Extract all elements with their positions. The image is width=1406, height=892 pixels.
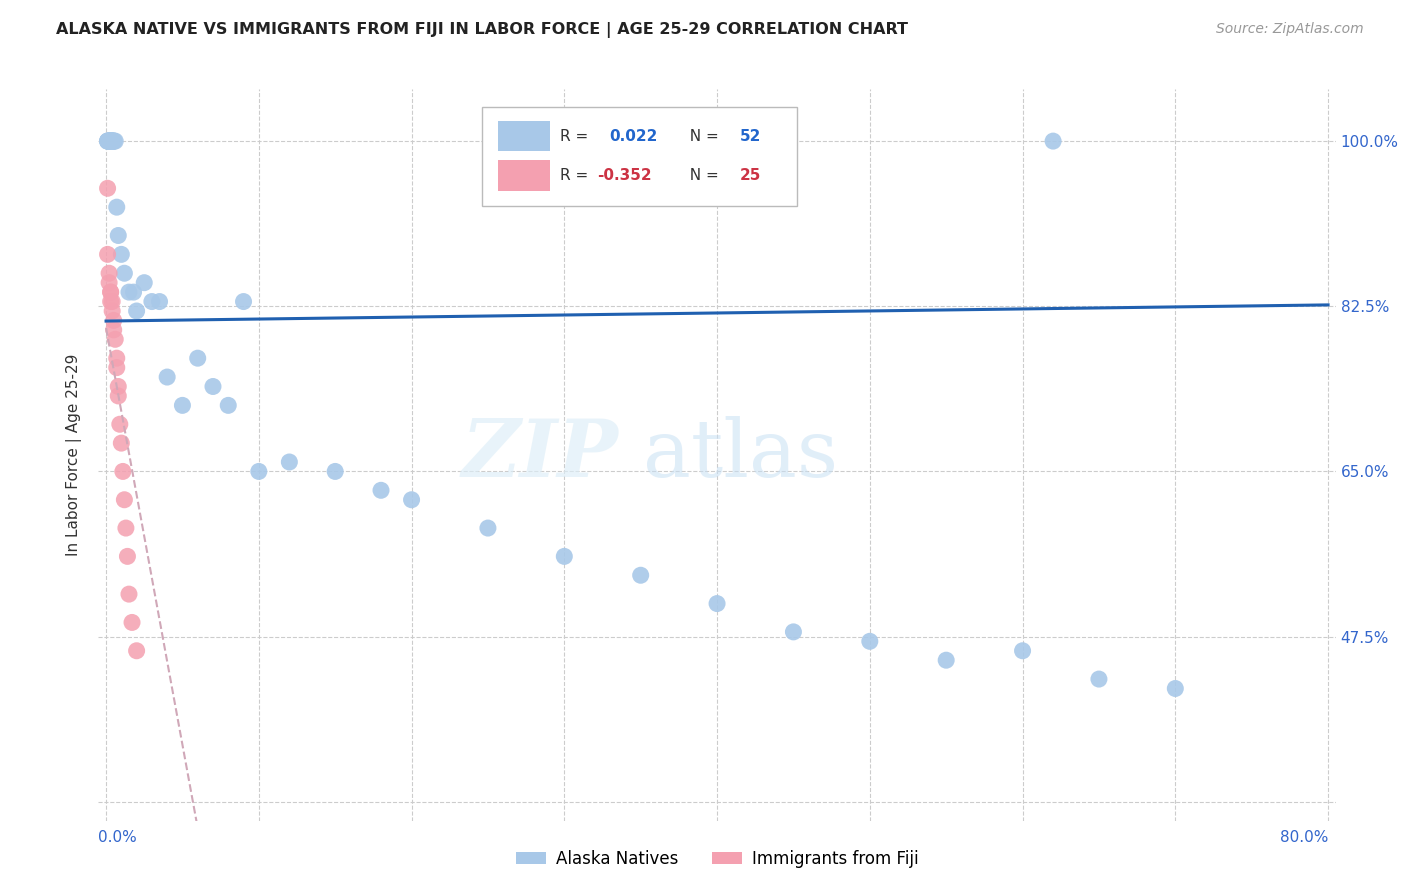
Point (97, 134, 120, 148)
Point (1042, 134, 1064, 148)
Point (98, 134, 121, 148)
Text: R =: R = (560, 128, 593, 144)
Point (100, 134, 122, 148)
Point (100, 285, 122, 299)
Point (98, 134, 121, 148)
Point (553, 549, 575, 564)
Point (706, 597, 728, 611)
Point (100, 134, 122, 148)
Point (859, 634, 882, 648)
Point (323, 465, 346, 479)
Point (401, 492, 423, 507)
Text: R =: R = (560, 168, 593, 183)
Point (1088, 672, 1111, 686)
Point (125, 304, 148, 318)
Point (103, 323, 125, 337)
Text: 52: 52 (740, 128, 761, 144)
Point (278, 455, 301, 469)
Point (630, 568, 652, 582)
Point (187, 351, 209, 366)
Point (103, 313, 125, 327)
Text: 80.0%: 80.0% (1279, 830, 1329, 845)
Point (118, 285, 141, 299)
Point (1164, 681, 1187, 696)
Point (105, 351, 128, 366)
Point (782, 624, 804, 639)
Point (100, 134, 122, 148)
Point (98, 134, 121, 148)
Point (104, 332, 127, 346)
Text: Source: ZipAtlas.com: Source: ZipAtlas.com (1216, 22, 1364, 37)
Y-axis label: In Labor Force | Age 25-29: In Labor Force | Age 25-29 (66, 354, 83, 556)
Text: 25: 25 (740, 168, 761, 183)
Point (115, 521, 138, 535)
Legend: Alaska Natives, Immigrants from Fiji: Alaska Natives, Immigrants from Fiji (509, 843, 925, 874)
Point (1011, 644, 1033, 658)
Point (477, 521, 499, 535)
Point (141, 294, 163, 309)
Point (232, 294, 254, 309)
Point (118, 587, 141, 601)
Point (98, 134, 121, 148)
Point (103, 134, 125, 148)
Point (101, 134, 124, 148)
Point (112, 492, 135, 507)
Text: ZIP: ZIP (461, 417, 619, 493)
Point (105, 200, 128, 214)
Text: atlas: atlas (643, 416, 838, 494)
Point (98, 134, 121, 148)
Point (107, 389, 129, 403)
Point (121, 615, 143, 630)
Point (110, 436, 132, 450)
Text: 0.022: 0.022 (609, 128, 658, 144)
FancyBboxPatch shape (498, 120, 550, 152)
Point (201, 379, 224, 393)
Point (100, 134, 122, 148)
Point (101, 134, 124, 148)
Point (935, 653, 957, 667)
Point (117, 549, 139, 564)
Point (98, 266, 121, 280)
Text: N =: N = (681, 128, 724, 144)
Point (125, 644, 148, 658)
Point (370, 483, 392, 498)
Point (103, 134, 125, 148)
Point (101, 294, 124, 309)
Point (110, 247, 132, 261)
FancyBboxPatch shape (498, 161, 550, 191)
FancyBboxPatch shape (482, 108, 797, 206)
Point (100, 285, 122, 299)
Point (97, 134, 120, 148)
Text: N =: N = (681, 168, 724, 183)
Point (217, 398, 239, 412)
Point (105, 360, 128, 375)
Point (148, 294, 170, 309)
Point (101, 304, 124, 318)
Point (101, 134, 124, 148)
Point (98, 276, 121, 290)
Point (134, 276, 156, 290)
Point (112, 266, 135, 280)
Point (97, 181, 120, 195)
Point (247, 465, 270, 479)
Point (97, 247, 120, 261)
Text: 0.0%: 0.0% (98, 830, 138, 845)
Text: -0.352: -0.352 (598, 168, 651, 183)
Point (103, 134, 125, 148)
Point (172, 398, 194, 412)
Point (97, 134, 120, 148)
Point (107, 228, 129, 243)
Point (100, 294, 122, 309)
Text: ALASKA NATIVE VS IMMIGRANTS FROM FIJI IN LABOR FORCE | AGE 25-29 CORRELATION CHA: ALASKA NATIVE VS IMMIGRANTS FROM FIJI IN… (56, 22, 908, 38)
Point (101, 134, 124, 148)
Point (156, 370, 179, 384)
Point (104, 134, 127, 148)
Point (122, 285, 145, 299)
Point (111, 465, 134, 479)
Point (107, 379, 129, 393)
Point (108, 417, 131, 432)
